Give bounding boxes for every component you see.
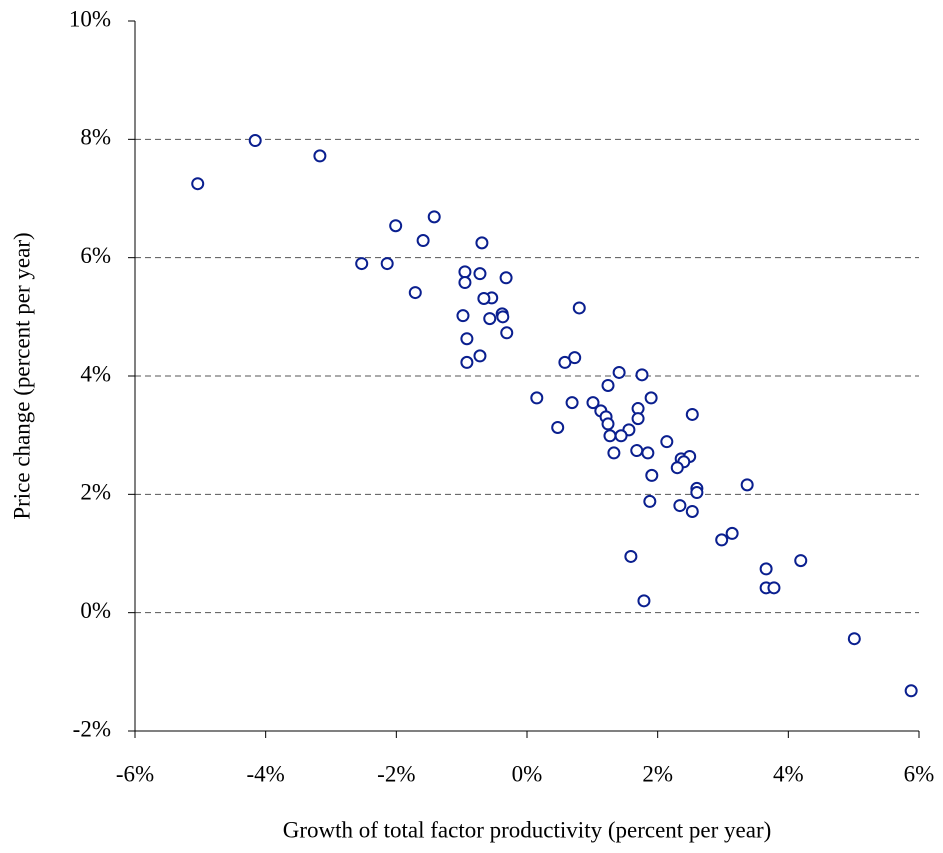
point <box>660 435 674 449</box>
point <box>477 291 491 305</box>
point <box>685 407 699 421</box>
point <box>565 396 579 410</box>
point <box>630 444 644 458</box>
point <box>690 486 704 500</box>
point <box>191 177 205 191</box>
x-tick-label: 0% <box>512 761 543 786</box>
point <box>475 236 489 250</box>
point <box>530 391 544 405</box>
point <box>248 134 262 148</box>
point <box>483 312 497 326</box>
x-tick-label: 2% <box>642 761 673 786</box>
point <box>635 368 649 382</box>
point <box>460 332 474 346</box>
point <box>643 494 657 508</box>
x-tick-label: -4% <box>247 761 285 786</box>
y-tick-label: 2% <box>80 480 111 505</box>
y-tick-label: 0% <box>80 598 111 623</box>
x-tick-label: 4% <box>773 761 804 786</box>
point <box>740 478 754 492</box>
point <box>499 271 513 285</box>
point <box>637 594 651 608</box>
point <box>673 499 687 513</box>
point <box>612 365 626 379</box>
point <box>500 326 514 340</box>
y-tick-label: 8% <box>80 125 111 150</box>
point <box>473 349 487 363</box>
point <box>427 210 441 224</box>
point <box>794 554 808 568</box>
point <box>607 446 621 460</box>
point <box>601 417 615 431</box>
point <box>473 267 487 281</box>
y-tick-label: -2% <box>73 716 111 741</box>
point <box>904 684 918 698</box>
point <box>458 265 472 279</box>
point <box>759 562 773 576</box>
point <box>496 310 510 324</box>
point <box>603 429 617 443</box>
point <box>355 257 369 271</box>
point <box>847 632 861 646</box>
point <box>572 301 586 315</box>
point <box>313 149 327 163</box>
point <box>601 378 615 392</box>
point <box>416 234 430 248</box>
x-tick-label: -6% <box>116 761 154 786</box>
point <box>725 526 739 540</box>
x-tick-label: 6% <box>904 761 935 786</box>
point <box>715 533 729 547</box>
y-tick-label: 10% <box>69 6 111 31</box>
point <box>670 461 684 475</box>
y-axis-title: Price change (percent per year) <box>9 232 34 519</box>
point <box>645 468 659 482</box>
point <box>767 581 781 595</box>
point <box>614 429 628 443</box>
point <box>568 351 582 365</box>
point <box>458 276 472 290</box>
point <box>456 309 470 323</box>
point <box>631 412 645 426</box>
point <box>380 257 394 271</box>
point <box>389 219 403 233</box>
point <box>408 286 422 300</box>
y-tick-label: 6% <box>80 243 111 268</box>
point <box>460 355 474 369</box>
x-tick-label: -2% <box>377 761 415 786</box>
point <box>644 391 658 405</box>
point <box>551 420 565 434</box>
point <box>624 549 638 563</box>
y-tick-label: 4% <box>80 361 111 386</box>
point <box>586 396 600 410</box>
point <box>641 446 655 460</box>
point <box>685 504 699 518</box>
x-axis-title: Growth of total factor productivity (per… <box>283 817 772 842</box>
